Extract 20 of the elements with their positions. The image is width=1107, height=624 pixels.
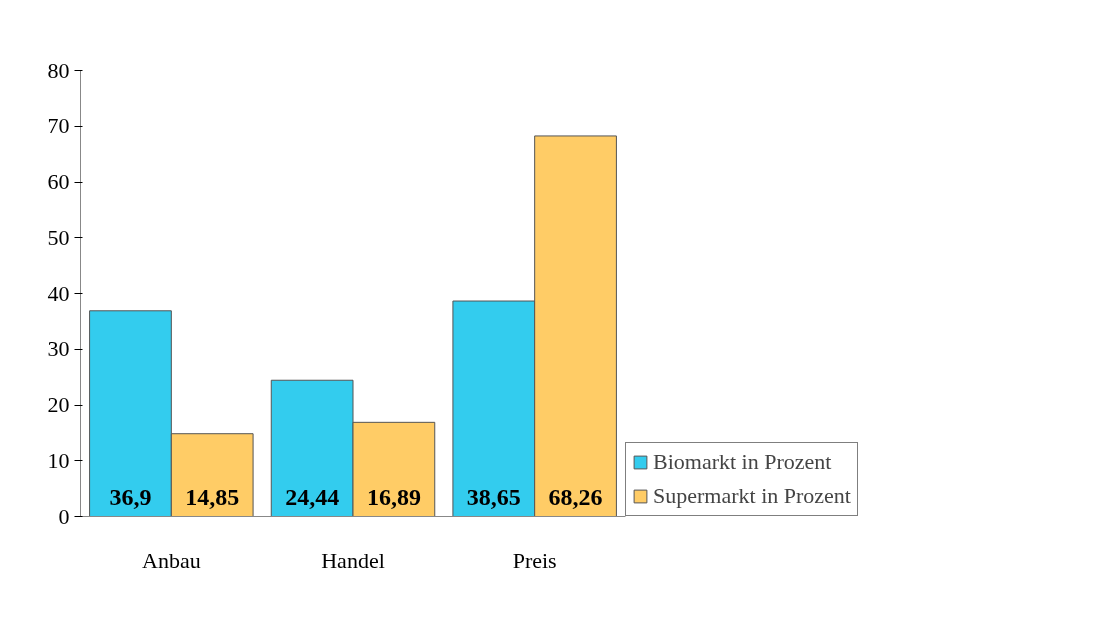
y-tick-label: 0	[58, 503, 70, 529]
x-tick-label: Anbau	[142, 547, 201, 573]
legend-label: Biomarkt in Prozent	[653, 449, 832, 475]
legend-label: Supermarkt in Prozent	[653, 483, 851, 509]
y-tick-label: 30	[47, 336, 70, 362]
data-label: 36,9	[109, 483, 152, 510]
y-tick-label: 40	[47, 280, 70, 306]
y-tick-label: 20	[47, 392, 70, 417]
data-label: 16,89	[366, 483, 421, 510]
y-tick-label: 10	[47, 447, 70, 473]
data-label: 38,65	[466, 483, 521, 510]
x-tick-label: Preis	[512, 547, 557, 573]
data-label: 24,44	[285, 483, 340, 510]
y-tick-label: 80	[47, 57, 70, 83]
y-tick-label: 70	[47, 113, 70, 139]
data-label: 14,85	[185, 483, 240, 510]
data-label: 68,26	[548, 483, 603, 510]
x-tick-label: Handel	[321, 547, 385, 573]
y-tick-label: 60	[47, 169, 70, 194]
y-tick-label: 50	[47, 224, 70, 250]
